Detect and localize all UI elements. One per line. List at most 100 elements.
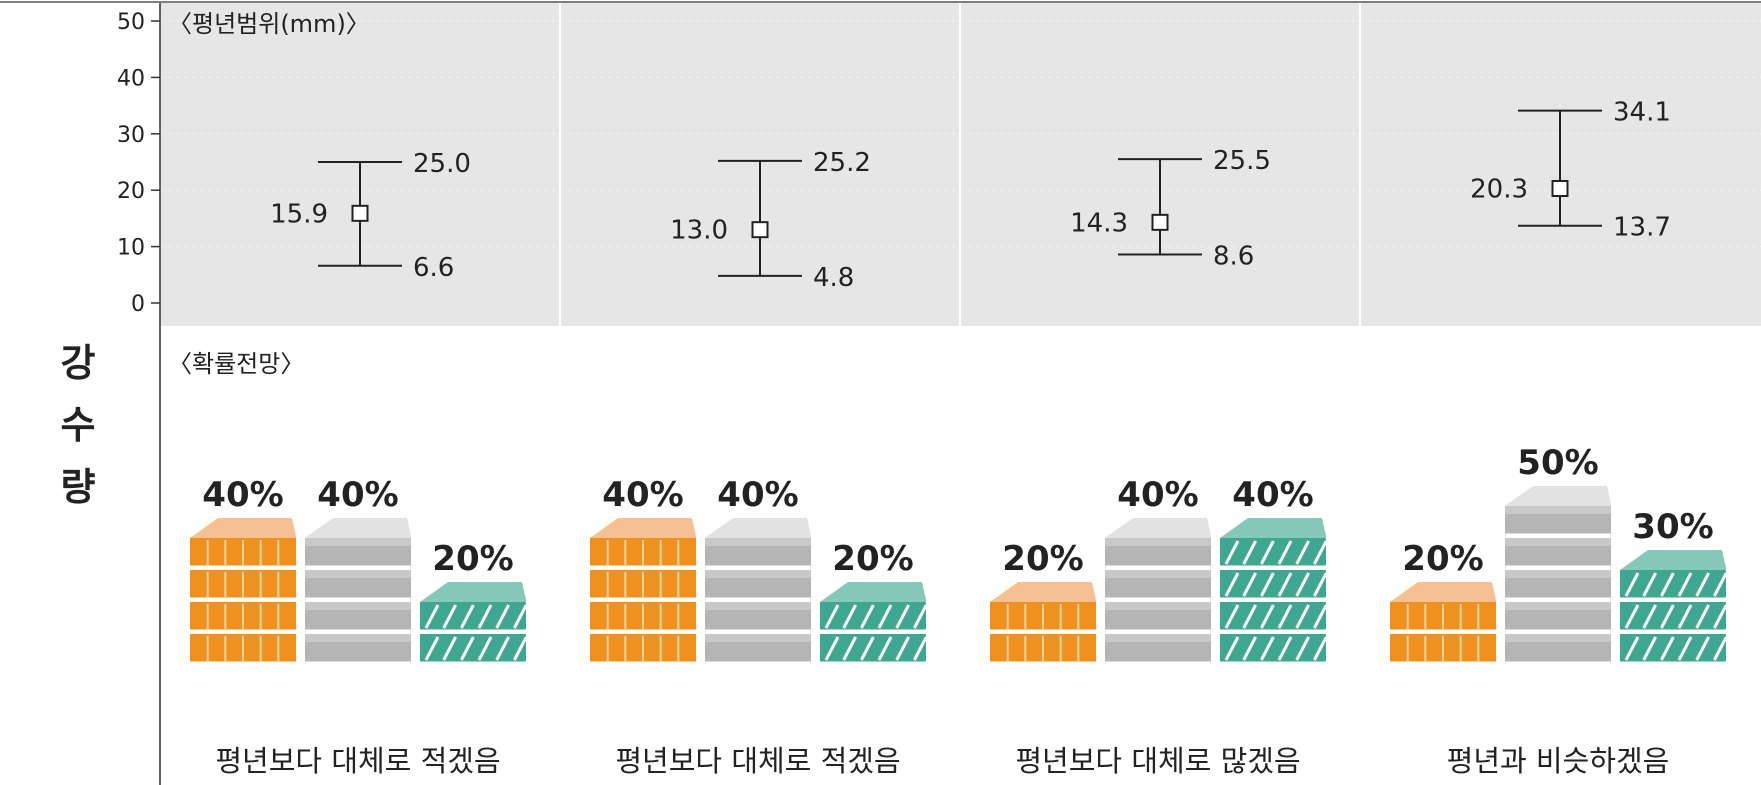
range-bar-2: 25.2 4.8 13.0 (670, 148, 871, 293)
block-stack-above: 30% (1620, 507, 1728, 665)
block-pattern (477, 636, 493, 661)
block-pattern (1642, 636, 1657, 661)
side-label-char-2: 수 (61, 403, 96, 447)
block-pattern (1224, 636, 1240, 661)
y-tick-label: 30 (117, 123, 145, 148)
block-pattern (1105, 602, 1211, 610)
side-label-char-1: 강 (61, 341, 96, 385)
block-pattern (824, 604, 840, 629)
block-pattern (1695, 572, 1710, 597)
outlook-group-1: 40% 40% 20% 평년보다 대체로 적겠음 (190, 475, 528, 778)
block-pattern (1505, 538, 1611, 546)
block-pattern (1277, 636, 1293, 661)
block-pattern (1105, 634, 1211, 642)
side-label: 강 수 량 (61, 341, 96, 509)
range-mid-marker (351, 204, 369, 222)
block-pattern (1505, 506, 1611, 514)
y-tick-label: 20 (117, 179, 145, 204)
block-pattern (305, 634, 411, 642)
block-pattern (842, 636, 857, 661)
outlook-caption: 평년보다 대체로 적겠음 (215, 744, 500, 778)
block-pattern (1660, 636, 1675, 661)
block-pattern (442, 636, 457, 661)
block-top-face (590, 518, 696, 538)
range-low-label: 8.6 (1213, 241, 1254, 271)
block-pattern (495, 604, 510, 629)
block-stack-above: 40% (1220, 475, 1328, 665)
block-pattern (824, 636, 840, 661)
block-pattern (705, 634, 811, 642)
block-pattern (1677, 636, 1693, 661)
block-pattern (1224, 540, 1240, 565)
block-pattern (305, 570, 411, 578)
block-pattern (305, 602, 411, 610)
outlook-group-3: 20% 40% 40% 평년보다 대체로 많겠음 (990, 475, 1328, 778)
block-stack-below: 40% (190, 475, 296, 665)
block-pattern (1713, 572, 1728, 597)
probability-blocks: 40% 40% 20% 평년보다 대체로 적겠음 40% 40% 20% 평년보다 대체로 적… (190, 443, 1728, 778)
range-mid-label: 14.3 (1070, 208, 1128, 238)
block-pattern (1105, 570, 1211, 578)
block-pattern (424, 604, 440, 629)
side-label-char-3: 량 (61, 465, 96, 509)
block-top-face (1390, 582, 1496, 602)
range-low-label: 6.6 (413, 253, 454, 283)
range-bar-3: 25.5 8.6 14.3 (1070, 146, 1271, 271)
y-tick-label: 10 (117, 236, 145, 261)
prob-section-title: 〈확률전망〉 (168, 350, 304, 378)
block-pattern (460, 636, 475, 661)
outlook-caption: 평년보다 대체로 적겠음 (615, 744, 900, 778)
block-pattern (877, 636, 893, 661)
range-bar-1: 25.0 6.6 15.9 (270, 149, 471, 283)
block-pattern (877, 604, 893, 629)
range-high-label: 34.1 (1613, 98, 1671, 128)
block-pattern (1313, 636, 1328, 661)
block-pattern (1505, 602, 1611, 610)
block-pattern (1295, 604, 1310, 629)
block-percent-label: 20% (1002, 539, 1083, 579)
block-stack-below: 40% (590, 475, 696, 665)
range-mid-marker (1551, 180, 1569, 198)
block-pattern (1224, 572, 1240, 597)
block-top-face (1105, 518, 1211, 538)
block-top-face (1620, 550, 1726, 570)
block-pattern (895, 636, 910, 661)
block-pattern (913, 636, 928, 661)
block-pattern (1677, 604, 1693, 629)
block-percent-label: 20% (832, 539, 913, 579)
range-high-label: 25.2 (813, 148, 871, 178)
block-pattern (1260, 604, 1275, 629)
block-stack-above: 20% (820, 539, 928, 665)
block-pattern (705, 570, 811, 578)
outlook-caption: 평년과 비슷하겠음 (1447, 744, 1670, 778)
block-pattern (442, 604, 457, 629)
block-pattern (1260, 636, 1275, 661)
block-percent-label: 40% (717, 475, 798, 515)
block-pattern (1642, 604, 1657, 629)
block-pattern (1624, 604, 1640, 629)
range-low-label: 13.7 (1613, 213, 1671, 243)
block-top-face (1220, 518, 1326, 538)
block-pattern (842, 604, 857, 629)
block-pattern (1660, 572, 1675, 597)
block-percent-label: 40% (1232, 475, 1313, 515)
block-pattern (1505, 634, 1611, 642)
range-mid-label: 15.9 (270, 199, 328, 229)
block-pattern (1277, 572, 1293, 597)
block-pattern (513, 636, 528, 661)
block-percent-label: 20% (1402, 539, 1483, 579)
range-low-label: 4.8 (813, 263, 854, 293)
block-pattern (860, 604, 875, 629)
outlook-group-4: 20% 50% 30% 평년과 비슷하겠음 (1390, 443, 1728, 778)
block-stack-normal: 50% (1505, 443, 1611, 665)
block-pattern (477, 604, 493, 629)
block-top-face (420, 582, 526, 602)
range-error-bars: 25.0 6.6 15.9 25.2 4.8 13.0 25.5 8.6 14.3 34.1 13.… (270, 98, 1671, 293)
block-percent-label: 40% (202, 475, 283, 515)
outlook-caption: 평년보다 대체로 많겠음 (1015, 744, 1300, 778)
range-mid-label: 20.3 (1470, 175, 1528, 205)
block-top-face (990, 582, 1096, 602)
block-pattern (1677, 572, 1693, 597)
block-top-face (305, 518, 411, 538)
